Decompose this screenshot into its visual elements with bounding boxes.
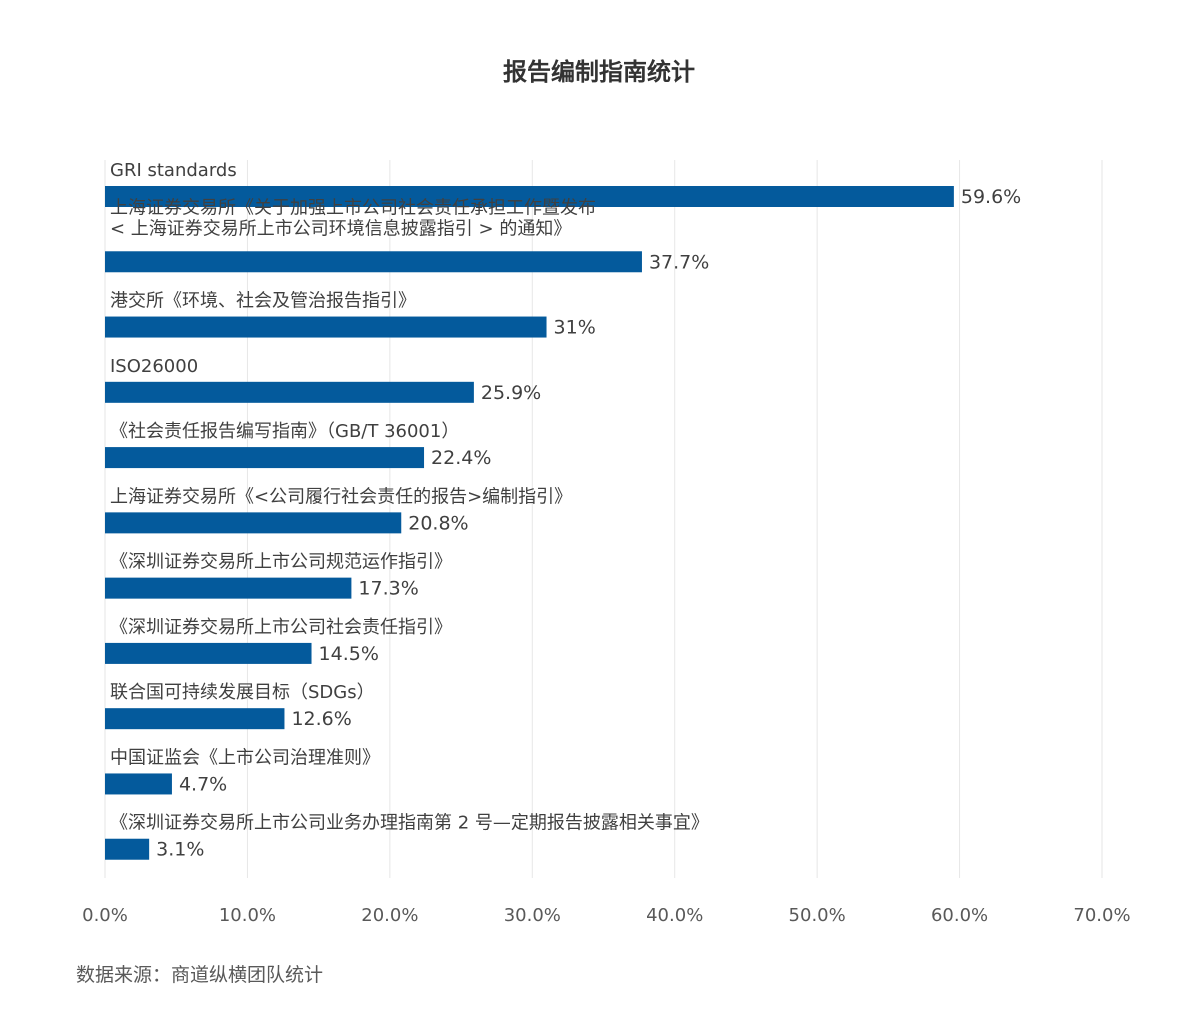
category-label: 上海证券交易所《关于加强上市公司社会责任承担工作暨发布 <box>110 197 596 218</box>
bar <box>105 381 474 403</box>
bar-chart: 报告编制指南统计 GRI standards 上海证券交易所《关于加强上市公司社会… <box>82 58 1130 926</box>
value-label: 17.3% <box>358 578 418 600</box>
source-note: 数据来源：商道纵横团队统计 <box>76 964 324 986</box>
category-label: 港交所《环境、社会及管治报告指引》 <box>110 291 416 312</box>
bar <box>105 708 285 730</box>
value-label: 12.6% <box>291 708 351 730</box>
value-label: 20.8% <box>408 512 468 534</box>
x-axis-ticks: 0.0% 10.0% 20.0% 30.0% 40.0% 50.0% 60.0% 70.0% <box>82 905 1130 926</box>
bar <box>105 773 172 795</box>
x-tick-label: 10.0% <box>219 905 276 926</box>
bar <box>105 838 150 860</box>
value-label: 59.6% <box>961 186 1021 208</box>
category-labels: GRI standards 上海证券交易所《关于加强上市公司社会责任承担工作暨发布… <box>110 160 709 834</box>
value-label: 3.1% <box>156 839 204 861</box>
category-label: 《深圳证券交易所上市公司社会责任指引》 <box>110 617 452 638</box>
value-label: 22.4% <box>431 447 491 469</box>
value-label: 14.5% <box>319 643 379 665</box>
bar <box>105 577 352 599</box>
category-label: GRI standards <box>110 160 237 181</box>
bar <box>105 186 954 207</box>
category-label: 上海证券交易所《<公司履行社会责任的报告>编制指引》 <box>110 486 572 507</box>
x-tick-label: 20.0% <box>361 905 418 926</box>
category-label: < 上海证券交易所上市公司环境信息披露指引 > 的通知》 <box>110 218 571 239</box>
x-tick-label: 70.0% <box>1073 905 1130 926</box>
value-labels: 59.6% 37.7% 31% 25.9% 22.4% 20.8% 17.3% 14.5% 12… <box>156 186 1021 861</box>
bar <box>105 251 642 273</box>
bar <box>105 447 425 469</box>
x-tick-label: 60.0% <box>931 905 988 926</box>
bars <box>105 186 954 860</box>
chart-title: 报告编制指南统计 <box>503 58 695 86</box>
bar <box>105 316 547 338</box>
category-label: ISO26000 <box>110 356 198 377</box>
x-tick-label: 30.0% <box>504 905 561 926</box>
value-label: 37.7% <box>649 251 709 273</box>
x-tick-label: 40.0% <box>646 905 703 926</box>
value-label: 25.9% <box>481 382 541 404</box>
category-label: 《深圳证券交易所上市公司规范运作指引》 <box>110 552 452 573</box>
value-label: 31% <box>554 317 596 339</box>
bar <box>105 642 312 664</box>
x-tick-label: 50.0% <box>789 905 846 926</box>
value-label: 4.7% <box>179 773 227 795</box>
bar <box>105 512 402 534</box>
category-label: 中国证监会《上市公司治理准则》 <box>110 747 380 768</box>
category-label: 《社会责任报告编写指南》（GB/T 36001） <box>110 421 459 442</box>
category-label: 《深圳证券交易所上市公司业务办理指南第 2 号—定期报告披露相关事宜》 <box>110 813 709 834</box>
category-label: 联合国可持续发展目标（SDGs） <box>110 682 375 703</box>
x-tick-label: 0.0% <box>82 905 128 926</box>
